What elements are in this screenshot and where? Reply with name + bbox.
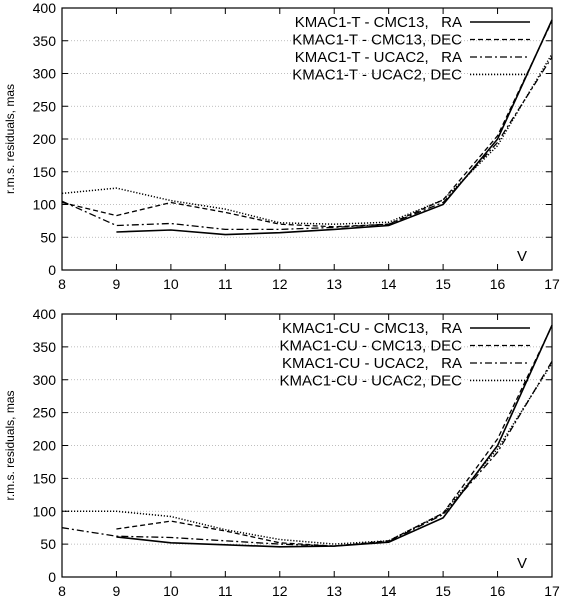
y-tick-label: 250 bbox=[33, 98, 57, 114]
y-tick-label: 250 bbox=[33, 405, 57, 421]
series-line-2 bbox=[61, 20, 553, 228]
y-tick-label: 150 bbox=[33, 470, 57, 486]
y-tick-label: 150 bbox=[33, 164, 57, 180]
x-tick-label: 16 bbox=[490, 583, 506, 599]
y-tick-label: 50 bbox=[40, 229, 56, 245]
annotation-v: V bbox=[517, 248, 527, 265]
x-tick-label: 10 bbox=[163, 276, 179, 292]
legend-label-2: KMAC1-CU - CMC13, DEC bbox=[279, 338, 462, 355]
x-tick-label: 11 bbox=[218, 276, 233, 292]
series-line-4 bbox=[61, 53, 553, 225]
y-tick-label: 200 bbox=[33, 438, 57, 454]
series-line-3 bbox=[61, 360, 553, 547]
y-tick-label: 350 bbox=[33, 339, 57, 355]
x-tick-label: 15 bbox=[435, 276, 451, 292]
x-tick-label: 12 bbox=[272, 276, 288, 292]
chart-panel-1: 0 50 100 150 200 250 300 350 400 8 9 10 11 12 13 14 15 16… bbox=[3, 0, 560, 292]
x-tick-label: 8 bbox=[58, 276, 66, 292]
x-tick-label: 12 bbox=[272, 583, 288, 599]
x-tick-label: 16 bbox=[490, 276, 506, 292]
chart-panel-2: 0 50 100 150 200 250 300 350 400 8 9 10 11 12 13 14 15 16… bbox=[3, 306, 560, 599]
y-tick-label: 400 bbox=[33, 306, 57, 322]
x-tick-label: 9 bbox=[113, 276, 121, 292]
y-tick-label: 0 bbox=[48, 569, 56, 585]
y-tick-label: 400 bbox=[33, 0, 57, 16]
plot-frame bbox=[61, 313, 553, 578]
plot-frame bbox=[61, 7, 553, 271]
series-line-1 bbox=[116, 19, 553, 236]
series-line-4 bbox=[62, 362, 553, 545]
x-tick-label: 8 bbox=[58, 583, 66, 599]
x-tick-label: 11 bbox=[218, 583, 233, 599]
legend-label-1: KMAC1-CU - CMC13, RA bbox=[282, 320, 462, 337]
x-tick-label: 14 bbox=[381, 276, 397, 292]
y-tick-label: 100 bbox=[33, 197, 57, 213]
x-tick-label: 15 bbox=[435, 583, 451, 599]
x-tick-label: 13 bbox=[326, 583, 342, 599]
y-tick-label: 350 bbox=[33, 33, 57, 49]
x-tick-label: 13 bbox=[326, 276, 342, 292]
y-tick-label: 100 bbox=[33, 503, 57, 519]
y-axis-label: r.m.s. residuals, mas bbox=[3, 84, 17, 194]
y-tick-label: 300 bbox=[33, 66, 57, 82]
x-tick-label: 17 bbox=[544, 583, 560, 599]
series-line-3 bbox=[61, 56, 553, 231]
x-tick-label: 17 bbox=[544, 276, 560, 292]
y-tick-label: 50 bbox=[40, 536, 56, 552]
annotation-v: V bbox=[517, 555, 527, 572]
legend-label-4: KMAC1-CU - UCAC2, DEC bbox=[279, 373, 462, 390]
x-tick-label: 14 bbox=[381, 583, 397, 599]
legend-label-3: KMAC1-CU - UCAC2, RA bbox=[282, 355, 462, 372]
y-tick-label: 300 bbox=[33, 372, 57, 388]
x-tick-label: 9 bbox=[113, 583, 121, 599]
x-tick-label: 10 bbox=[163, 583, 179, 599]
y-tick-label: 200 bbox=[33, 131, 57, 147]
legend-label-3: KMAC1-T - UCAC2, RA bbox=[295, 49, 462, 66]
legend-label-1: KMAC1-T - CMC13, RA bbox=[295, 14, 462, 31]
legend-label-4: KMAC1-T - UCAC2, DEC bbox=[292, 67, 462, 84]
y-axis-label: r.m.s. residuals, mas bbox=[3, 390, 17, 500]
legend-label-2: KMAC1-T - CMC13, DEC bbox=[292, 32, 462, 49]
y-tick-label: 0 bbox=[48, 262, 56, 278]
